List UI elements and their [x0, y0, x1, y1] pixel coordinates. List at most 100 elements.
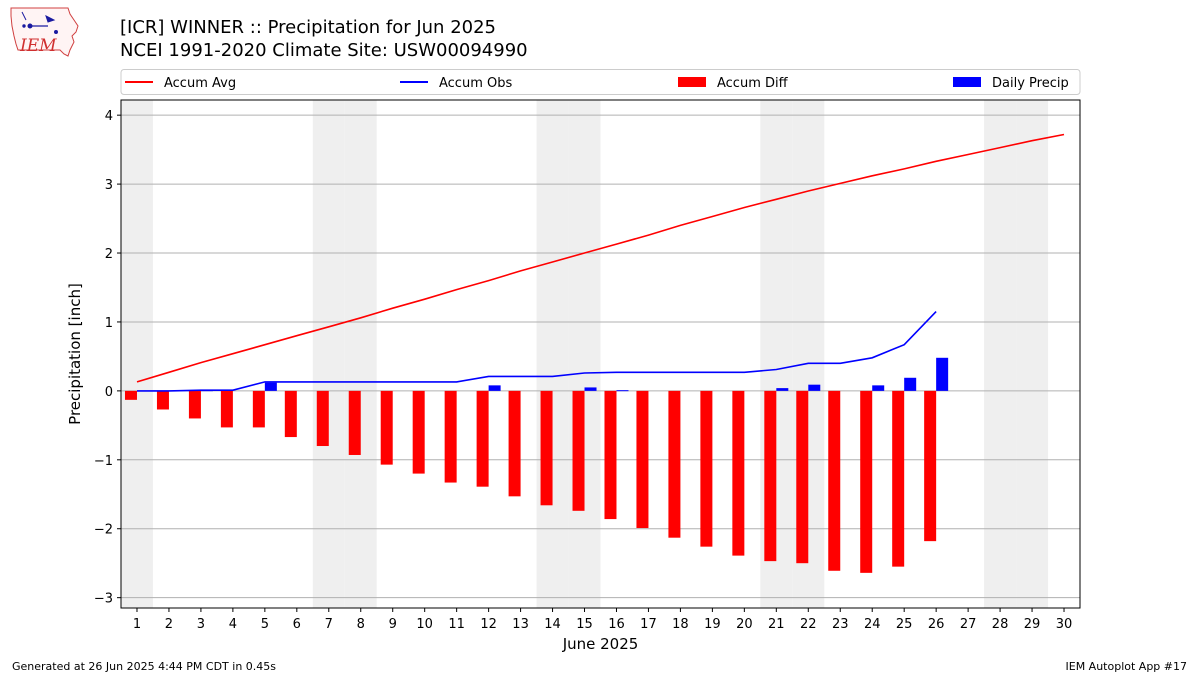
y-tick-label: 3 [105, 178, 113, 193]
accum-diff-bar-day-5 [252, 390, 265, 428]
x-tick-label: 19 [704, 617, 721, 632]
x-tick-label: 8 [357, 617, 365, 632]
app-id-label: IEM Autoplot App #17 [1065, 660, 1188, 673]
x-tick-label: 27 [960, 617, 977, 632]
x-tick-label: 21 [768, 617, 785, 632]
bars [124, 357, 949, 573]
legend-patch-swatch [953, 77, 981, 87]
y-tick-label: −2 [94, 523, 113, 538]
legend-label: Accum Avg [164, 76, 236, 91]
x-tick-label: 24 [864, 617, 881, 632]
x-tick-label: 2 [165, 617, 173, 632]
x-tick-label: 15 [576, 617, 593, 632]
weekend-shade-day-14 [536, 100, 569, 608]
accum-diff-bar-day-8 [348, 390, 361, 455]
generated-timestamp: Generated at 26 Jun 2025 4:44 PM CDT in … [12, 660, 277, 673]
x-tick-label: 17 [640, 617, 657, 632]
x-tick-label: 7 [325, 617, 333, 632]
daily-precip-bar-day-24 [872, 385, 885, 391]
accum-diff-bar-day-24 [860, 390, 873, 573]
legend-item-daily-precip: Daily Precip [953, 76, 1069, 91]
x-axis-label: June 2025 [562, 635, 639, 653]
x-tick-label: 23 [832, 617, 849, 632]
y-tick-label: 4 [105, 109, 113, 124]
daily-precip-bar-day-22 [808, 384, 821, 391]
y-tick-label: −1 [94, 454, 113, 469]
accum-diff-bar-day-18 [668, 390, 681, 538]
x-tick-label: 6 [293, 617, 301, 632]
accum-diff-bar-day-10 [412, 390, 425, 474]
x-tick-label: 4 [229, 617, 237, 632]
logo-text: IEM [19, 36, 57, 56]
y-tick-label: 2 [105, 247, 113, 262]
x-tick-label: 20 [736, 617, 753, 632]
accum-avg-line [136, 133, 1065, 383]
accum-diff-bar-day-21 [764, 390, 777, 562]
accum-diff-bar-day-19 [700, 390, 713, 547]
x-tick-label: 9 [389, 617, 397, 632]
accum-diff-bar-day-15 [572, 390, 585, 511]
accum-diff-bar-day-3 [188, 390, 201, 419]
x-tick-label: 12 [480, 617, 497, 632]
weekend-shade-day-1 [121, 100, 153, 608]
y-axis: −3 −2 −1 0 1 2 3 4 [94, 109, 121, 607]
weekend-shade-day-28 [984, 100, 1017, 608]
x-tick-label: 26 [928, 617, 945, 632]
plot-frame [120, 99, 1081, 609]
y-tick-label: 1 [105, 316, 113, 331]
iem-logo: IEM [10, 7, 79, 57]
y-axis-label: Precipitation [inch] [66, 283, 84, 425]
accum-diff-bar-day-7 [316, 390, 329, 447]
legend-item-accum-diff: Accum Diff [678, 76, 789, 91]
x-tick-label: 29 [1024, 617, 1041, 632]
accum-diff-bar-day-13 [508, 390, 521, 497]
iowa-outline-icon [10, 7, 79, 57]
y-tick-label: 0 [105, 385, 113, 400]
accum-diff-bar-day-6 [284, 390, 297, 438]
x-tick-label: 1 [133, 617, 141, 632]
accum-diff-bar-day-9 [380, 390, 393, 465]
chart-subtitle: NCEI 1991-2020 Climate Site: USW00094990 [120, 40, 528, 61]
x-tick-label: 28 [992, 617, 1009, 632]
weekend-shade-day-8 [344, 100, 377, 608]
weather-instrument-icon [21, 11, 58, 34]
x-tick-label: 10 [416, 617, 433, 632]
chart-title: [ICR] WINNER :: Precipitation for Jun 20… [120, 17, 496, 38]
x-tick-label: 13 [512, 617, 529, 632]
daily-precip-bar-day-21 [776, 388, 789, 391]
daily-precip-bar-day-12 [488, 385, 501, 391]
x-axis: 1 2 3 4 5 6 7 8 9 10 11 12 13 14 15 16 17 18 19 20 21 22 23 24 2… [133, 608, 1072, 632]
legend-label: Accum Obs [439, 76, 512, 91]
legend-frame [120, 69, 1081, 95]
accum-diff-bar-day-12 [476, 390, 489, 487]
accum-diff-bar-day-2 [156, 390, 169, 410]
legend-item-accum-avg: Accum Avg [125, 76, 236, 91]
legend-patch-swatch [678, 77, 706, 87]
daily-precip-bar-day-15 [584, 387, 597, 391]
x-tick-label: 25 [896, 617, 913, 632]
daily-precip-bar-day-5 [264, 382, 277, 391]
legend-label: Daily Precip [992, 76, 1069, 91]
daily-precip-bar-day-25 [904, 377, 917, 391]
x-tick-label: 5 [261, 617, 269, 632]
x-tick-label: 16 [608, 617, 625, 632]
legend: Accum Avg Accum Obs Accum Diff Daily Precip [120, 69, 1081, 95]
x-tick-label: 22 [800, 617, 817, 632]
y-tick-label: −3 [94, 592, 113, 607]
accum-diff-bar-day-25 [892, 390, 905, 567]
x-tick-label: 30 [1056, 617, 1073, 632]
x-tick-label: 18 [672, 617, 689, 632]
accum-diff-bar-day-14 [540, 390, 553, 506]
weekend-shade-day-7 [312, 100, 345, 608]
x-tick-label: 3 [197, 617, 205, 632]
accum-diff-bar-day-16 [604, 390, 617, 520]
daily-precip-bar-day-16 [616, 390, 629, 392]
weekend-shading [121, 100, 1049, 608]
accum-diff-bar-day-11 [444, 390, 457, 483]
accum-diff-bar-day-1 [124, 390, 137, 400]
x-tick-label: 11 [448, 617, 465, 632]
accum-diff-bar-day-22 [796, 390, 809, 564]
weekend-shade-day-29 [1016, 100, 1049, 608]
weekend-shade-day-15 [568, 100, 601, 608]
